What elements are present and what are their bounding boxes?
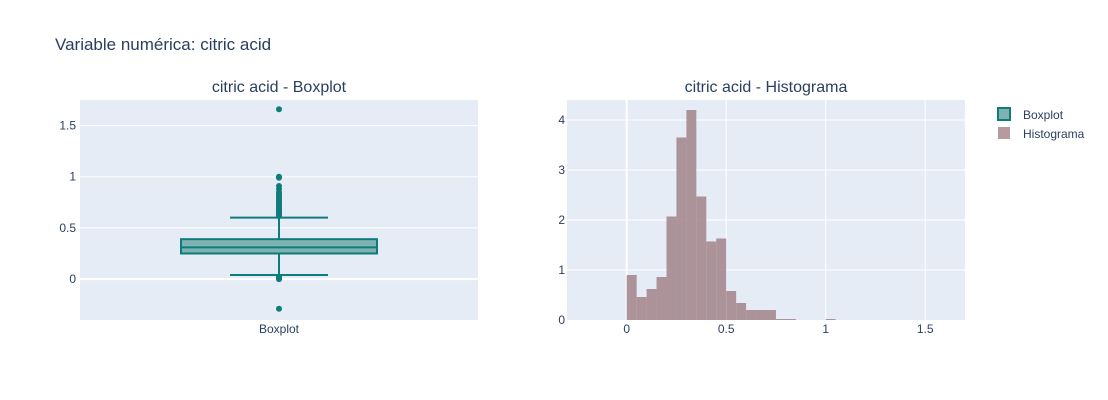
legend-swatch-boxplot bbox=[997, 107, 1011, 121]
boxplot-outlier-point[interactable] bbox=[276, 106, 282, 113]
histogram-bar[interactable] bbox=[736, 303, 747, 320]
histogram-bar[interactable] bbox=[626, 275, 637, 320]
histogram-x-tick-label: 1.5 bbox=[917, 322, 934, 336]
legend-label-boxplot: Boxplot bbox=[1023, 108, 1064, 122]
boxplot-y-tick-label: 1 bbox=[69, 170, 76, 184]
histogram-y-tick-label: 1 bbox=[558, 263, 565, 277]
histogram-panel: 0 1 2 3 4 0 0.5 1 1.5 citric acid - Histograma bbox=[558, 79, 965, 336]
histogram-bar[interactable] bbox=[746, 310, 757, 320]
histogram-bar[interactable] bbox=[686, 110, 697, 320]
legend-swatch-histograma bbox=[998, 127, 1010, 139]
boxplot-panel: 0 0.5 1 1.5 Boxplot citric acid - Boxplot bbox=[59, 79, 478, 336]
legend-item-histograma[interactable]: Histograma bbox=[998, 127, 1085, 141]
histogram-bar[interactable] bbox=[756, 310, 766, 320]
legend-item-boxplot[interactable]: Boxplot bbox=[997, 107, 1064, 122]
legend-label-histograma: Histograma bbox=[1023, 127, 1085, 141]
figure-title: Variable numérica: citric acid bbox=[55, 35, 271, 54]
histogram-bar[interactable] bbox=[775, 319, 786, 320]
boxplot-y-tick-label: 1.5 bbox=[59, 119, 76, 133]
histogram-bar[interactable] bbox=[666, 216, 677, 321]
boxplot-y-tick-label: 0.5 bbox=[59, 221, 76, 235]
boxplot-box[interactable] bbox=[180, 238, 378, 255]
boxplot-outlier-point[interactable] bbox=[276, 182, 282, 189]
histogram-y-tick-label: 0 bbox=[558, 313, 565, 327]
boxplot-x-tick-label: Boxplot bbox=[259, 322, 300, 336]
histogram-bar[interactable] bbox=[825, 319, 836, 320]
boxplot-title: citric acid - Boxplot bbox=[212, 79, 347, 96]
histogram-title: citric acid - Histograma bbox=[685, 79, 848, 96]
histogram-x-tick-label: 0 bbox=[623, 322, 630, 336]
boxplot-y-tick-label: 0 bbox=[69, 272, 76, 286]
histogram-bar[interactable] bbox=[696, 196, 707, 321]
histogram-y-tick-label: 2 bbox=[558, 213, 565, 227]
histogram-x-tick-label: 1 bbox=[822, 322, 829, 336]
boxplot-outlier-point[interactable] bbox=[276, 274, 282, 281]
histogram-y-tick-label: 4 bbox=[558, 113, 565, 127]
histogram-bar[interactable] bbox=[706, 241, 717, 321]
histogram-bar[interactable] bbox=[726, 291, 737, 320]
boxplot-outlier-point[interactable] bbox=[276, 173, 282, 180]
boxplot-outlier-point[interactable] bbox=[276, 305, 282, 312]
histogram-bar[interactable] bbox=[646, 289, 657, 320]
histogram-bar[interactable] bbox=[785, 319, 796, 320]
histogram-bar[interactable] bbox=[656, 277, 667, 320]
histogram-bar[interactable] bbox=[676, 137, 687, 321]
histogram-bar[interactable] bbox=[636, 297, 647, 320]
histogram-x-tick-label: 0.5 bbox=[718, 322, 735, 336]
histogram-bar[interactable] bbox=[716, 238, 727, 321]
legend: Boxplot Histograma bbox=[997, 107, 1085, 141]
histogram-y-tick-label: 3 bbox=[558, 163, 565, 177]
histogram-bar[interactable] bbox=[766, 310, 776, 320]
